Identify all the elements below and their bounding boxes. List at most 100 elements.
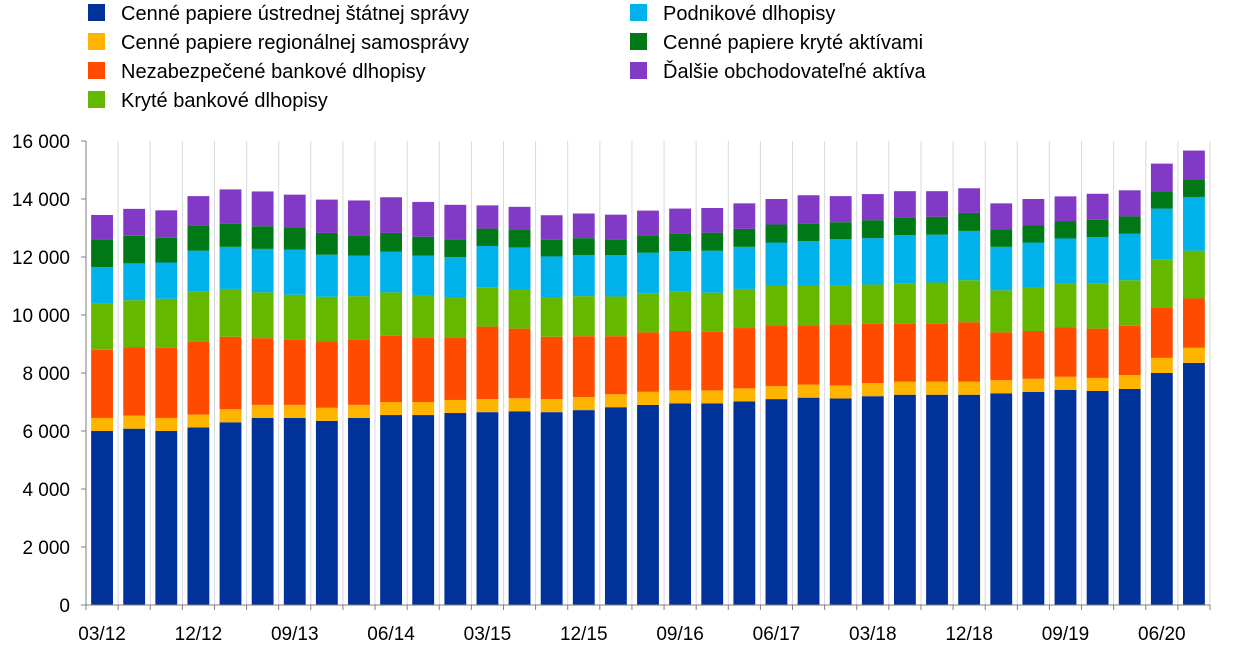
legend-item: Ďalšie obchodovateľné aktíva — [630, 60, 927, 83]
bar-segment — [155, 262, 178, 299]
bar-segment — [1022, 199, 1045, 226]
chart-legend: Cenné papiere ústrednej štátnej správy Ce… — [88, 3, 927, 112]
bar-stack — [1086, 193, 1109, 605]
bar-segment — [540, 239, 563, 257]
bar-segment — [861, 396, 884, 605]
bar-segment — [893, 235, 916, 284]
y-tick-label: 0 — [59, 596, 70, 617]
bar-segment — [572, 410, 595, 605]
bar-segment — [893, 381, 916, 395]
bar-segment — [219, 189, 242, 224]
legend-swatch — [630, 33, 647, 50]
bar-segment — [251, 404, 274, 418]
bar-stack — [958, 188, 981, 605]
bar-stack — [701, 207, 724, 605]
bar-segment — [476, 412, 499, 605]
legend-item: Nezabezpečené bankové dlhopisy — [88, 61, 426, 83]
bar-segment — [765, 199, 788, 225]
bar-segment — [251, 226, 274, 249]
bar-segment — [637, 235, 659, 253]
bar-segment — [861, 238, 884, 285]
bar-segment — [926, 216, 948, 235]
bar-segment — [251, 417, 274, 605]
bar-segment — [797, 195, 820, 224]
bar-segment — [829, 239, 852, 286]
bar-segment — [283, 228, 306, 250]
bar-segment — [637, 391, 659, 405]
bar-segment — [1086, 283, 1109, 329]
x-tick-label: 09/19 — [1042, 624, 1090, 645]
bar-segment — [637, 332, 659, 392]
bar-segment — [1086, 219, 1109, 238]
bar-segment — [572, 238, 595, 255]
legend-item: Podnikové dlhopisy — [630, 3, 835, 25]
bar-segment — [251, 248, 274, 293]
x-tick-label: 03/18 — [849, 624, 897, 645]
bar-segment — [669, 251, 692, 292]
bar-segment — [412, 295, 435, 338]
y-tick-label: 6 000 — [22, 422, 70, 443]
bar-segment — [348, 296, 370, 340]
bar-segment — [540, 215, 563, 240]
bar-segment — [508, 247, 531, 290]
bar-stack — [669, 208, 692, 605]
bar-segment — [155, 298, 178, 348]
bar-stack — [219, 189, 242, 605]
bar-stack — [348, 200, 370, 605]
bar-segment — [187, 414, 210, 428]
bar-segment — [155, 210, 178, 238]
bar-segment — [701, 403, 724, 605]
bar-segment — [187, 250, 210, 292]
chart-gridlines — [85, 141, 1211, 605]
bar-segment — [733, 203, 756, 229]
bar-segment — [861, 220, 884, 239]
legend-label: Nezabezpečené bankové dlhopisy — [121, 61, 426, 83]
bar-segment — [1022, 378, 1045, 392]
bar-segment — [123, 235, 146, 264]
bar-segment — [1022, 242, 1045, 288]
bar-segment — [893, 323, 916, 382]
bar-segment — [187, 291, 210, 342]
bar-segment — [123, 263, 146, 301]
bar-segment — [669, 330, 692, 391]
bar-segment — [926, 323, 948, 382]
bar-segment — [765, 386, 788, 400]
bar-segment — [219, 336, 242, 410]
bar-stack — [604, 214, 627, 605]
bar-segment — [1150, 307, 1173, 358]
x-tick-label: 12/18 — [945, 624, 993, 645]
bar-segment — [412, 201, 435, 237]
bar-segment — [476, 205, 499, 229]
legend-label: Cenné papiere kryté aktívami — [663, 32, 923, 54]
bar-segment — [893, 394, 916, 605]
bar-segment — [251, 338, 274, 405]
legend-swatch — [88, 33, 105, 50]
bar-segment — [829, 285, 852, 325]
y-tick-label: 8 000 — [22, 364, 70, 385]
y-tick-label: 4 000 — [22, 480, 70, 501]
bar-segment — [669, 208, 692, 234]
bar-segment — [1183, 362, 1205, 605]
bar-segment — [348, 235, 370, 256]
bar-segment — [540, 297, 563, 337]
bar-segment — [958, 280, 981, 323]
bar-stack — [893, 191, 916, 605]
bar-segment — [1183, 150, 1205, 180]
bar-segment — [1150, 208, 1173, 260]
bar-segment — [926, 234, 948, 283]
bar-segment — [283, 339, 306, 405]
bar-stack — [476, 205, 499, 605]
bar-segment — [444, 413, 467, 605]
bar-segment — [958, 394, 981, 605]
legend-label: Cenné papiere regionálnej samosprávy — [121, 32, 469, 54]
bar-segment — [604, 336, 627, 395]
bar-stack — [1183, 150, 1205, 605]
bar-segment — [958, 212, 981, 231]
bar-segment — [540, 412, 563, 605]
bar-stack — [91, 214, 113, 605]
bar-segment — [219, 409, 242, 423]
bar-segment — [829, 222, 852, 240]
bar-segment — [508, 289, 531, 329]
legend-item: Cenné papiere kryté aktívami — [630, 32, 923, 54]
